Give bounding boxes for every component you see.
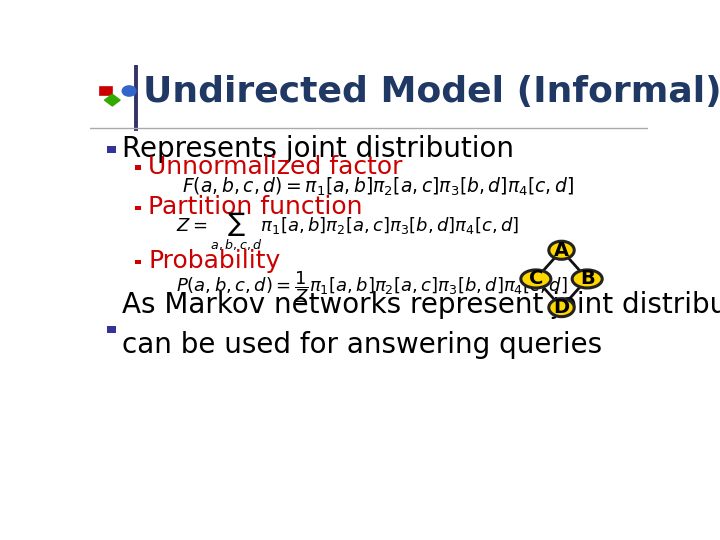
Text: $F(a,b,c,d) = \pi_1[a,b]\pi_2[a,c]\pi_3[b,d]\pi_4[c,d]$: $F(a,b,c,d) = \pi_1[a,b]\pi_2[a,c]\pi_3[… xyxy=(182,176,575,198)
FancyBboxPatch shape xyxy=(107,326,116,333)
FancyBboxPatch shape xyxy=(135,206,141,210)
Text: Partition function: Partition function xyxy=(148,195,363,219)
Ellipse shape xyxy=(521,270,551,288)
Text: Probability: Probability xyxy=(148,249,280,273)
Text: A: A xyxy=(554,241,569,260)
Text: Unnormalized factor: Unnormalized factor xyxy=(148,154,402,179)
Text: $Z = \sum_{a,b,c,d} \pi_1[a,b]\pi_2[a,c]\pi_3[b,d]\pi_4[c,d]$: $Z = \sum_{a,b,c,d} \pi_1[a,b]\pi_2[a,c]… xyxy=(176,210,520,252)
FancyBboxPatch shape xyxy=(135,165,141,170)
Text: D: D xyxy=(554,298,570,317)
FancyBboxPatch shape xyxy=(100,87,112,95)
Text: As Markov networks represent joint distributions, they
can be used for answering: As Markov networks represent joint distr… xyxy=(122,291,720,359)
Text: Undirected Model (Informal): Undirected Model (Informal) xyxy=(143,75,720,109)
Text: $P(a,b,c,d) = \dfrac{1}{Z} \pi_1[a,b]\pi_2[a,c]\pi_3[b,d]\pi_4[c,d]$: $P(a,b,c,d) = \dfrac{1}{Z} \pi_1[a,b]\pi… xyxy=(176,269,568,305)
Circle shape xyxy=(122,86,136,96)
Ellipse shape xyxy=(549,241,575,259)
FancyBboxPatch shape xyxy=(107,146,116,152)
Text: B: B xyxy=(580,269,595,288)
Ellipse shape xyxy=(549,299,575,316)
Polygon shape xyxy=(104,94,120,106)
Text: C: C xyxy=(528,269,543,288)
FancyBboxPatch shape xyxy=(135,260,141,265)
Text: Represents joint distribution: Represents joint distribution xyxy=(122,135,514,163)
Ellipse shape xyxy=(572,270,602,288)
